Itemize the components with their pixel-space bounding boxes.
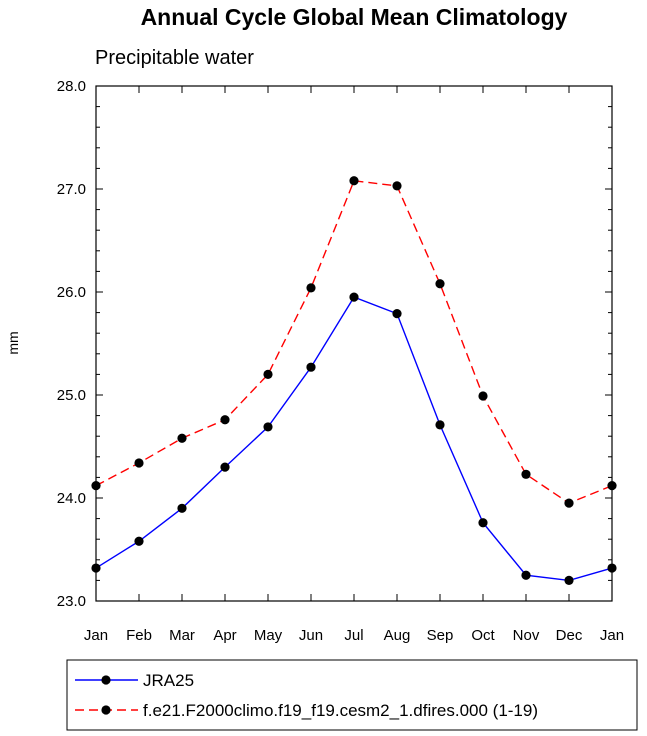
data-point bbox=[392, 309, 402, 319]
data-point bbox=[478, 518, 488, 528]
y-tick-label: 27.0 bbox=[57, 181, 86, 198]
data-point bbox=[91, 481, 101, 491]
x-tick-label: Sep bbox=[427, 627, 454, 644]
chart-title: Annual Cycle Global Mean Climatology bbox=[141, 4, 568, 30]
data-point bbox=[91, 563, 101, 573]
series-line bbox=[95, 180, 613, 504]
data-point bbox=[349, 292, 359, 302]
data-point bbox=[349, 176, 359, 186]
x-tick-label: Aug bbox=[384, 627, 411, 644]
y-axis-label: mm bbox=[5, 331, 21, 354]
x-tick-label: Oct bbox=[471, 627, 495, 644]
x-tick-label: Feb bbox=[126, 627, 152, 644]
x-tick-label: Apr bbox=[213, 627, 236, 644]
legend-swatch-marker bbox=[101, 675, 111, 685]
x-tick-label: Jun bbox=[299, 627, 323, 644]
y-tick-label: 24.0 bbox=[57, 490, 86, 507]
y-tick-label: 28.0 bbox=[57, 78, 86, 95]
plot-frame bbox=[95, 85, 613, 602]
data-point bbox=[306, 283, 316, 293]
series-group bbox=[91, 176, 617, 508]
legend-label: f.e21.F2000climo.f19_f19.cesm2_1.dfires.… bbox=[143, 701, 538, 720]
data-point bbox=[607, 563, 617, 573]
data-point bbox=[134, 458, 144, 468]
series-group bbox=[91, 292, 617, 586]
x-tick-label: Dec bbox=[556, 627, 583, 644]
legend-label: JRA25 bbox=[143, 671, 194, 690]
y-tick-label: 23.0 bbox=[57, 593, 86, 610]
data-point bbox=[435, 420, 445, 430]
x-tick-label: Nov bbox=[513, 627, 540, 644]
data-point bbox=[521, 469, 531, 479]
x-tick-label: Mar bbox=[169, 627, 195, 644]
x-tick-label: Jul bbox=[344, 627, 363, 644]
series-layer bbox=[91, 176, 617, 586]
data-point bbox=[521, 570, 531, 580]
data-point bbox=[306, 362, 316, 372]
plot-axes: 23.0 24.0 25.0 26.0 27.0 28.0 Jan Feb Mar Apr May J… bbox=[57, 78, 624, 644]
legend: JRA25 f.e21.F2000climo.f19_f19.cesm2_1.df… bbox=[66, 659, 638, 731]
series-line bbox=[95, 296, 613, 582]
data-point bbox=[263, 369, 273, 379]
y-tick-label: 26.0 bbox=[57, 284, 86, 301]
x-tick-label: Jan bbox=[600, 627, 624, 644]
legend-swatch-marker bbox=[101, 705, 111, 715]
data-point bbox=[177, 433, 187, 443]
data-point bbox=[392, 181, 402, 191]
data-point bbox=[435, 279, 445, 289]
x-tick-label: Jan bbox=[84, 627, 108, 644]
data-point bbox=[564, 498, 574, 508]
data-point bbox=[220, 415, 230, 425]
data-point bbox=[607, 481, 617, 491]
data-point bbox=[177, 503, 187, 513]
chart-subtitle: Precipitable water bbox=[95, 47, 254, 69]
x-tick-label: May bbox=[254, 627, 283, 644]
data-point bbox=[564, 575, 574, 586]
legend-box bbox=[66, 659, 638, 731]
y-tick-label: 25.0 bbox=[57, 387, 86, 404]
data-point bbox=[134, 536, 144, 546]
data-point bbox=[220, 462, 230, 472]
data-point bbox=[478, 391, 488, 401]
data-point bbox=[263, 422, 273, 432]
